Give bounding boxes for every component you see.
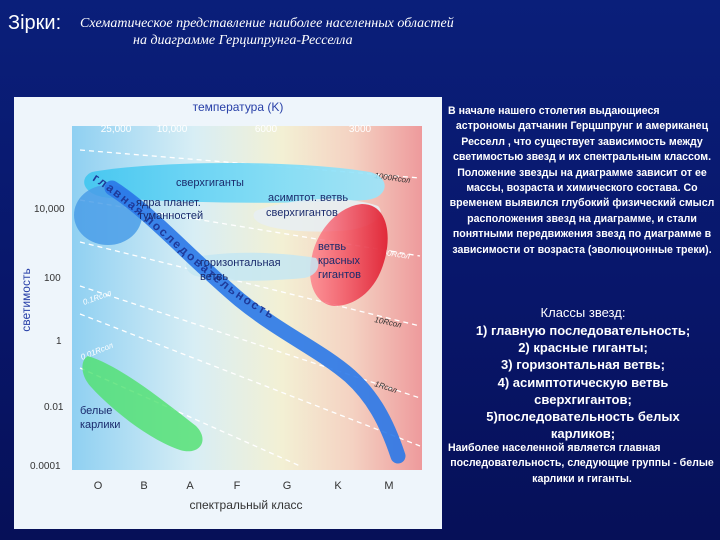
- class-item: 3) горизонтальная ветвь;: [501, 357, 665, 373]
- intro-body: астрономы датчанин Герцшпрунг и американ…: [449, 120, 715, 256]
- class-item: карликов;: [550, 426, 616, 442]
- bottom-axis-title: спектральный класс: [189, 498, 302, 512]
- title-line-2: на диаграмме Герцшпрунга-Ресселла: [133, 33, 353, 48]
- top-tick-6000: 6000: [255, 124, 278, 135]
- white-dwarfs-label-1: белые: [80, 405, 112, 417]
- bottom-tick-g: G: [283, 480, 292, 492]
- left-tick-100: 100: [44, 273, 61, 284]
- top-tick-3000: 3000: [349, 124, 372, 135]
- class-item: сверхгигантов;: [534, 391, 632, 407]
- radius-line-0-1: [79, 313, 421, 447]
- supergiants-label: сверхгиганты: [176, 177, 244, 189]
- radius-line-1000: [79, 149, 421, 179]
- top-axis-title: температура (K): [193, 100, 284, 114]
- white-dwarfs-label-2: карлики: [80, 419, 120, 431]
- main-sequence-band: [104, 180, 406, 464]
- left-tick-0-0001: 0.0001: [30, 461, 61, 472]
- horizontal-branch-label-1: горизонтальная: [200, 257, 281, 269]
- red-giants-region: [310, 204, 388, 306]
- left-axis-title: светимость: [19, 268, 33, 331]
- bottom-tick-f: F: [234, 480, 241, 492]
- class-item: 2) красные гиганты;: [518, 340, 648, 356]
- title-label: Зірки:: [8, 12, 62, 34]
- white-dwarfs-region: [82, 356, 203, 452]
- summary-body: последовательность, следующие группы - б…: [450, 457, 714, 485]
- red-giants-label-1: ветвь: [318, 241, 346, 253]
- supergiants-region: [84, 163, 385, 203]
- bottom-tick-b: B: [140, 480, 147, 492]
- top-tick-10000: 10,000: [157, 124, 188, 135]
- classes-list: 1) главную последовательность; 2) красны…: [448, 322, 718, 442]
- agb-label-2: сверхгигантов: [266, 207, 338, 219]
- bottom-tick-o: O: [94, 480, 103, 492]
- class-item: 5)последовательность белых: [486, 409, 680, 425]
- red-giants-label-3: гигантов: [318, 269, 361, 281]
- summary-first-line: Наиболее населенной является главная: [448, 442, 661, 454]
- bottom-tick-a: A: [186, 480, 194, 492]
- red-giants-label-2: красных: [318, 255, 361, 267]
- planetary-nuclei-label-1: ядра планет.: [136, 197, 201, 209]
- horizontal-branch-label-2: ветвь: [200, 271, 228, 283]
- left-tick-0-01: 0.01: [44, 402, 64, 413]
- classes-title: Классы звезд:: [540, 305, 626, 320]
- class-item: 1) главную последовательность;: [475, 323, 691, 338]
- intro-text: В начале нашего столетия выдающиеся астр…: [448, 104, 716, 258]
- radius-line-10: [79, 241, 421, 327]
- agb-label-1: асимптот. ветвь: [268, 192, 348, 204]
- bottom-tick-k: K: [334, 480, 342, 492]
- intro-first-line: В начале нашего столетия выдающиеся: [448, 105, 660, 117]
- left-tick-10000: 10,000: [34, 204, 65, 215]
- left-tick-1: 1: [56, 336, 62, 347]
- top-tick-25000: 25,000: [101, 124, 132, 135]
- planetary-nuclei-label-2: туманностей: [138, 210, 203, 222]
- class-item: 4) асимптотическую ветвь: [497, 374, 669, 390]
- bottom-tick-m: M: [384, 480, 393, 492]
- summary-text: Наиболее населенной является главная пос…: [448, 441, 716, 487]
- title-line-1: Схематическое представление наиболее нас…: [80, 16, 454, 31]
